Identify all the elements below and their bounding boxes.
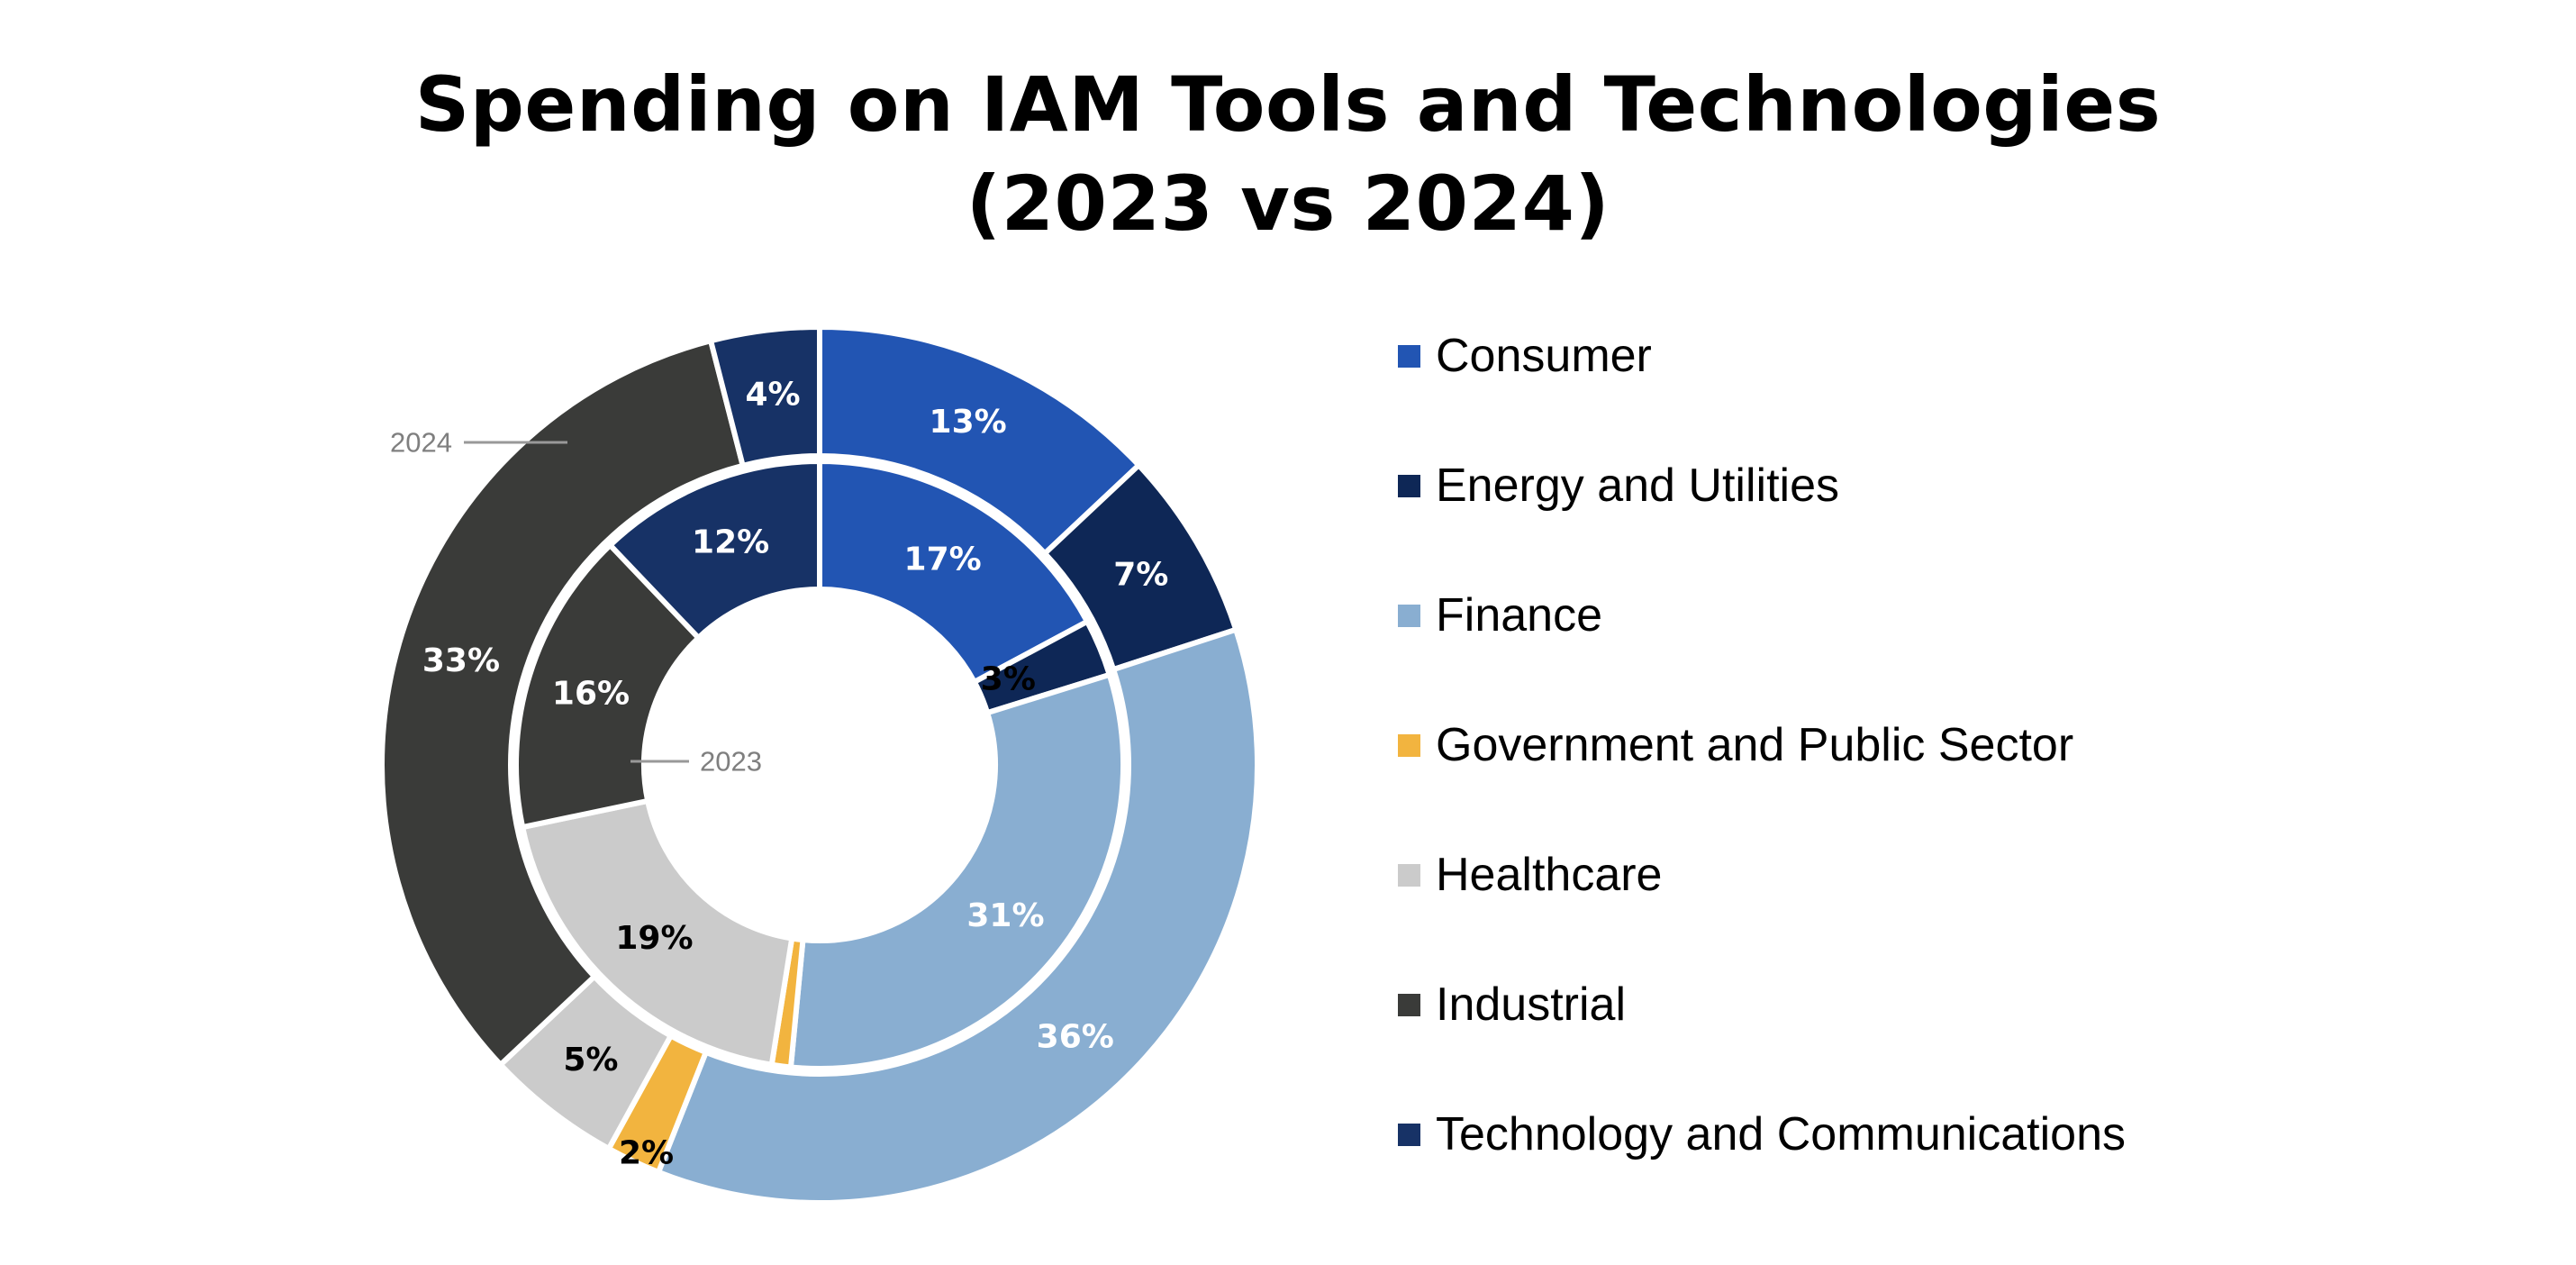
data-label-2023-consumer: 17% xyxy=(904,541,982,578)
legend-swatch xyxy=(1398,474,1420,497)
slice-2024-finance xyxy=(655,626,1260,1206)
legend-item-healthcare: Healthcare xyxy=(1398,843,1662,906)
legend-item-industrial: Industrial xyxy=(1398,973,1626,1036)
data-label-2023-finance: 31% xyxy=(966,897,1044,934)
slice-2023-technology-and-communications xyxy=(606,458,822,642)
legend-swatch xyxy=(1398,344,1420,368)
data-label-2023-healthcare: 19% xyxy=(615,920,693,957)
data-label-2024-energy-and-utilities: 7% xyxy=(1113,557,1168,594)
legend-swatch xyxy=(1398,863,1420,887)
slice-2023-finance xyxy=(787,671,1126,1071)
data-label-2024-technology-and-communications: 4% xyxy=(745,376,800,413)
legend-item-finance: Finance xyxy=(1398,584,1602,647)
legend-item-government-and-public-sector: Government and Public Sector xyxy=(1398,714,2073,777)
slice-2023-industrial xyxy=(513,541,703,831)
slice-2023-consumer xyxy=(817,458,1092,686)
slice-2023-healthcare xyxy=(519,797,795,1069)
series-label-2024: 2024 xyxy=(390,427,452,459)
data-label-2024-finance: 36% xyxy=(1037,1019,1114,1056)
data-label-2024-government-and-public-sector: 2% xyxy=(619,1135,674,1172)
legend-swatch xyxy=(1398,1123,1420,1146)
legend-label: Industrial xyxy=(1436,978,1626,1031)
legend-label: Government and Public Sector xyxy=(1436,719,2074,771)
legend-label: Healthcare xyxy=(1436,849,1663,901)
data-label-2023-industrial: 16% xyxy=(552,676,630,713)
legend-swatch xyxy=(1398,604,1420,627)
legend-item-energy-and-utilities: Energy and Utilities xyxy=(1398,454,1839,517)
legend-item-consumer: Consumer xyxy=(1398,324,1652,387)
chart-subtitle: (2023 vs 2024) xyxy=(966,159,1610,248)
slice-2024-technology-and-communications xyxy=(707,323,822,469)
data-label-2024-industrial: 33% xyxy=(422,642,500,679)
legend-label: Energy and Utilities xyxy=(1436,460,1839,512)
legend-label: Technology and Communications xyxy=(1436,1108,2126,1160)
legend-label: Finance xyxy=(1436,589,1602,642)
legend-swatch xyxy=(1398,733,1420,757)
slice-2024-industrial xyxy=(379,337,747,1069)
data-label-2024-consumer: 13% xyxy=(930,404,1007,441)
data-label-2023-technology-and-communications: 12% xyxy=(692,524,769,561)
data-label-2024-healthcare: 5% xyxy=(563,1042,618,1078)
legend-item-technology-and-communications: Technology and Communications xyxy=(1398,1103,2126,1166)
series-label-2023: 2023 xyxy=(700,746,762,778)
legend-swatch xyxy=(1398,993,1420,1016)
chart-title: Spending on IAM Tools and Technologies xyxy=(414,60,2162,149)
data-label-2023-energy-and-utilities: 3% xyxy=(981,661,1036,698)
legend-label: Consumer xyxy=(1436,330,1652,382)
